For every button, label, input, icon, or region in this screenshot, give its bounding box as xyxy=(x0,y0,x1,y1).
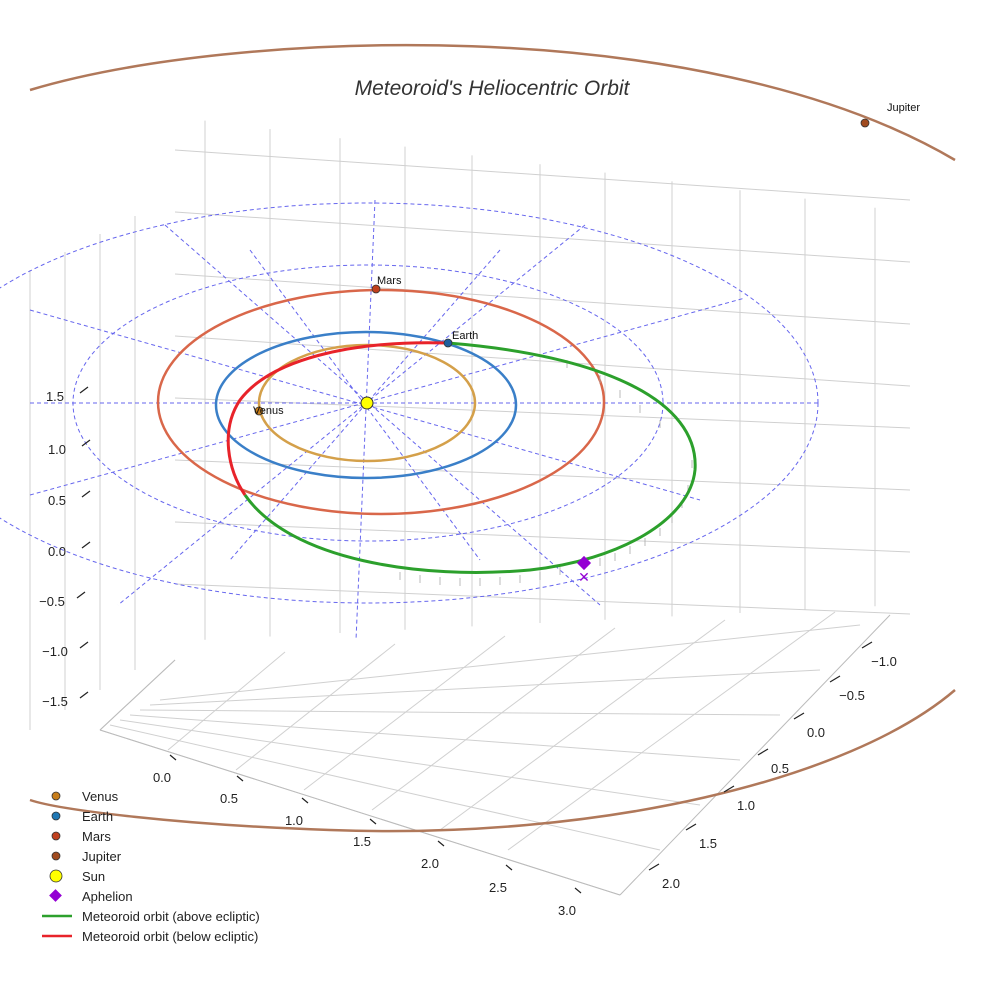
y-tick-label: 1.0 xyxy=(737,798,755,813)
legend-item: Aphelion xyxy=(38,886,260,906)
jupiter-orbit xyxy=(29,43,956,162)
aphelion-projection-icon: ✕ xyxy=(578,569,590,585)
x-tick-label: 0.5 xyxy=(220,791,238,806)
x-tick-mark xyxy=(437,840,445,847)
x-tick-mark xyxy=(574,887,582,894)
ecliptic-grid xyxy=(0,199,819,641)
z-tick-mark xyxy=(79,641,89,649)
z-tick-mark xyxy=(81,541,91,549)
x-tick-mark xyxy=(236,775,244,782)
z-tick-label: −1.0 xyxy=(42,644,68,659)
y-tick-label: 0.5 xyxy=(771,761,789,776)
x-tick-label: 1.5 xyxy=(353,834,371,849)
legend-label: Mars xyxy=(82,828,111,844)
meteoroid-orbit-above xyxy=(243,341,697,574)
jupiter-orbit-lower xyxy=(29,689,956,833)
legend-item: Meteoroid orbit (above ecliptic) xyxy=(38,906,260,926)
legend-label: Sun xyxy=(82,868,106,884)
axis-box xyxy=(99,614,891,896)
grid xyxy=(29,120,911,896)
mars-label: Mars xyxy=(377,275,402,287)
mars-orbit xyxy=(156,288,606,516)
venus-marker xyxy=(254,406,264,416)
earth-label: Earth xyxy=(452,330,478,342)
legend-label: Aphelion xyxy=(82,888,133,904)
legend-item: Venus xyxy=(38,786,260,806)
aphelion-marker xyxy=(576,555,592,571)
z-tick-label: −0.5 xyxy=(39,594,65,609)
legend-item: Sun xyxy=(38,866,260,886)
x-tick-label: 3.0 xyxy=(558,903,576,918)
x-tick-mark xyxy=(301,797,309,804)
legend-label: Earth xyxy=(82,808,114,824)
legend-item: Mars xyxy=(38,826,260,846)
legend-label: Venus xyxy=(82,788,119,804)
legend-label: Meteoroid orbit (below ecliptic) xyxy=(82,928,259,944)
z-tick-label: 0.0 xyxy=(48,544,66,559)
z-tick-label: 1.0 xyxy=(48,442,66,457)
jupiter-marker xyxy=(860,118,870,128)
z-tick-label: 1.5 xyxy=(46,389,64,404)
y-tick-label: 1.5 xyxy=(699,836,717,851)
z-tick-mark xyxy=(81,439,91,447)
y-tick-label: −1.0 xyxy=(871,654,897,669)
x-tick-label: 0.0 xyxy=(153,770,171,785)
legend-item: Earth xyxy=(38,806,260,826)
legend-label: Jupiter xyxy=(82,848,122,864)
earth-marker xyxy=(443,338,453,348)
venus-label: Venus xyxy=(253,405,284,417)
chart-title: Meteoroid's Heliocentric Orbit xyxy=(355,77,631,100)
y-tick-mark xyxy=(648,863,660,871)
z-tick-label: 0.5 xyxy=(48,493,66,508)
x-tick-mark xyxy=(369,818,377,825)
z-tick-mark xyxy=(76,591,86,599)
z-tick-mark xyxy=(81,490,91,498)
jupiter-label: Jupiter xyxy=(887,102,920,114)
y-tick-label: −0.5 xyxy=(839,688,865,703)
mars-marker xyxy=(371,284,381,294)
x-tick-label: 2.5 xyxy=(489,880,507,895)
z-tick-mark xyxy=(79,691,89,699)
y-tick-mark xyxy=(829,675,841,683)
x-tick-label: 1.0 xyxy=(285,813,303,828)
z-tick-label: −1.5 xyxy=(42,694,68,709)
y-tick-mark xyxy=(793,712,805,720)
y-tick-mark xyxy=(723,785,735,793)
x-tick-mark xyxy=(505,864,513,871)
x-tick-mark xyxy=(169,754,177,761)
x-tick-label: 2.0 xyxy=(421,856,439,871)
y-tick-mark xyxy=(685,823,697,831)
y-tick-label: 2.0 xyxy=(662,876,680,891)
legend-label: Meteoroid orbit (above ecliptic) xyxy=(82,908,260,924)
y-tick-mark xyxy=(861,641,873,649)
legend: Venus Earth Mars Jupiter Sun Aphelion Me… xyxy=(38,786,260,946)
y-tick-label: 0.0 xyxy=(807,725,825,740)
meteoroid-orbit-below xyxy=(226,341,449,496)
legend-item: Meteoroid orbit (below ecliptic) xyxy=(38,926,260,946)
y-tick-mark xyxy=(757,748,769,756)
earth-orbit xyxy=(214,330,518,480)
sun-marker xyxy=(360,396,374,410)
legend-item: Jupiter xyxy=(38,846,260,866)
z-tick-mark xyxy=(79,386,89,394)
